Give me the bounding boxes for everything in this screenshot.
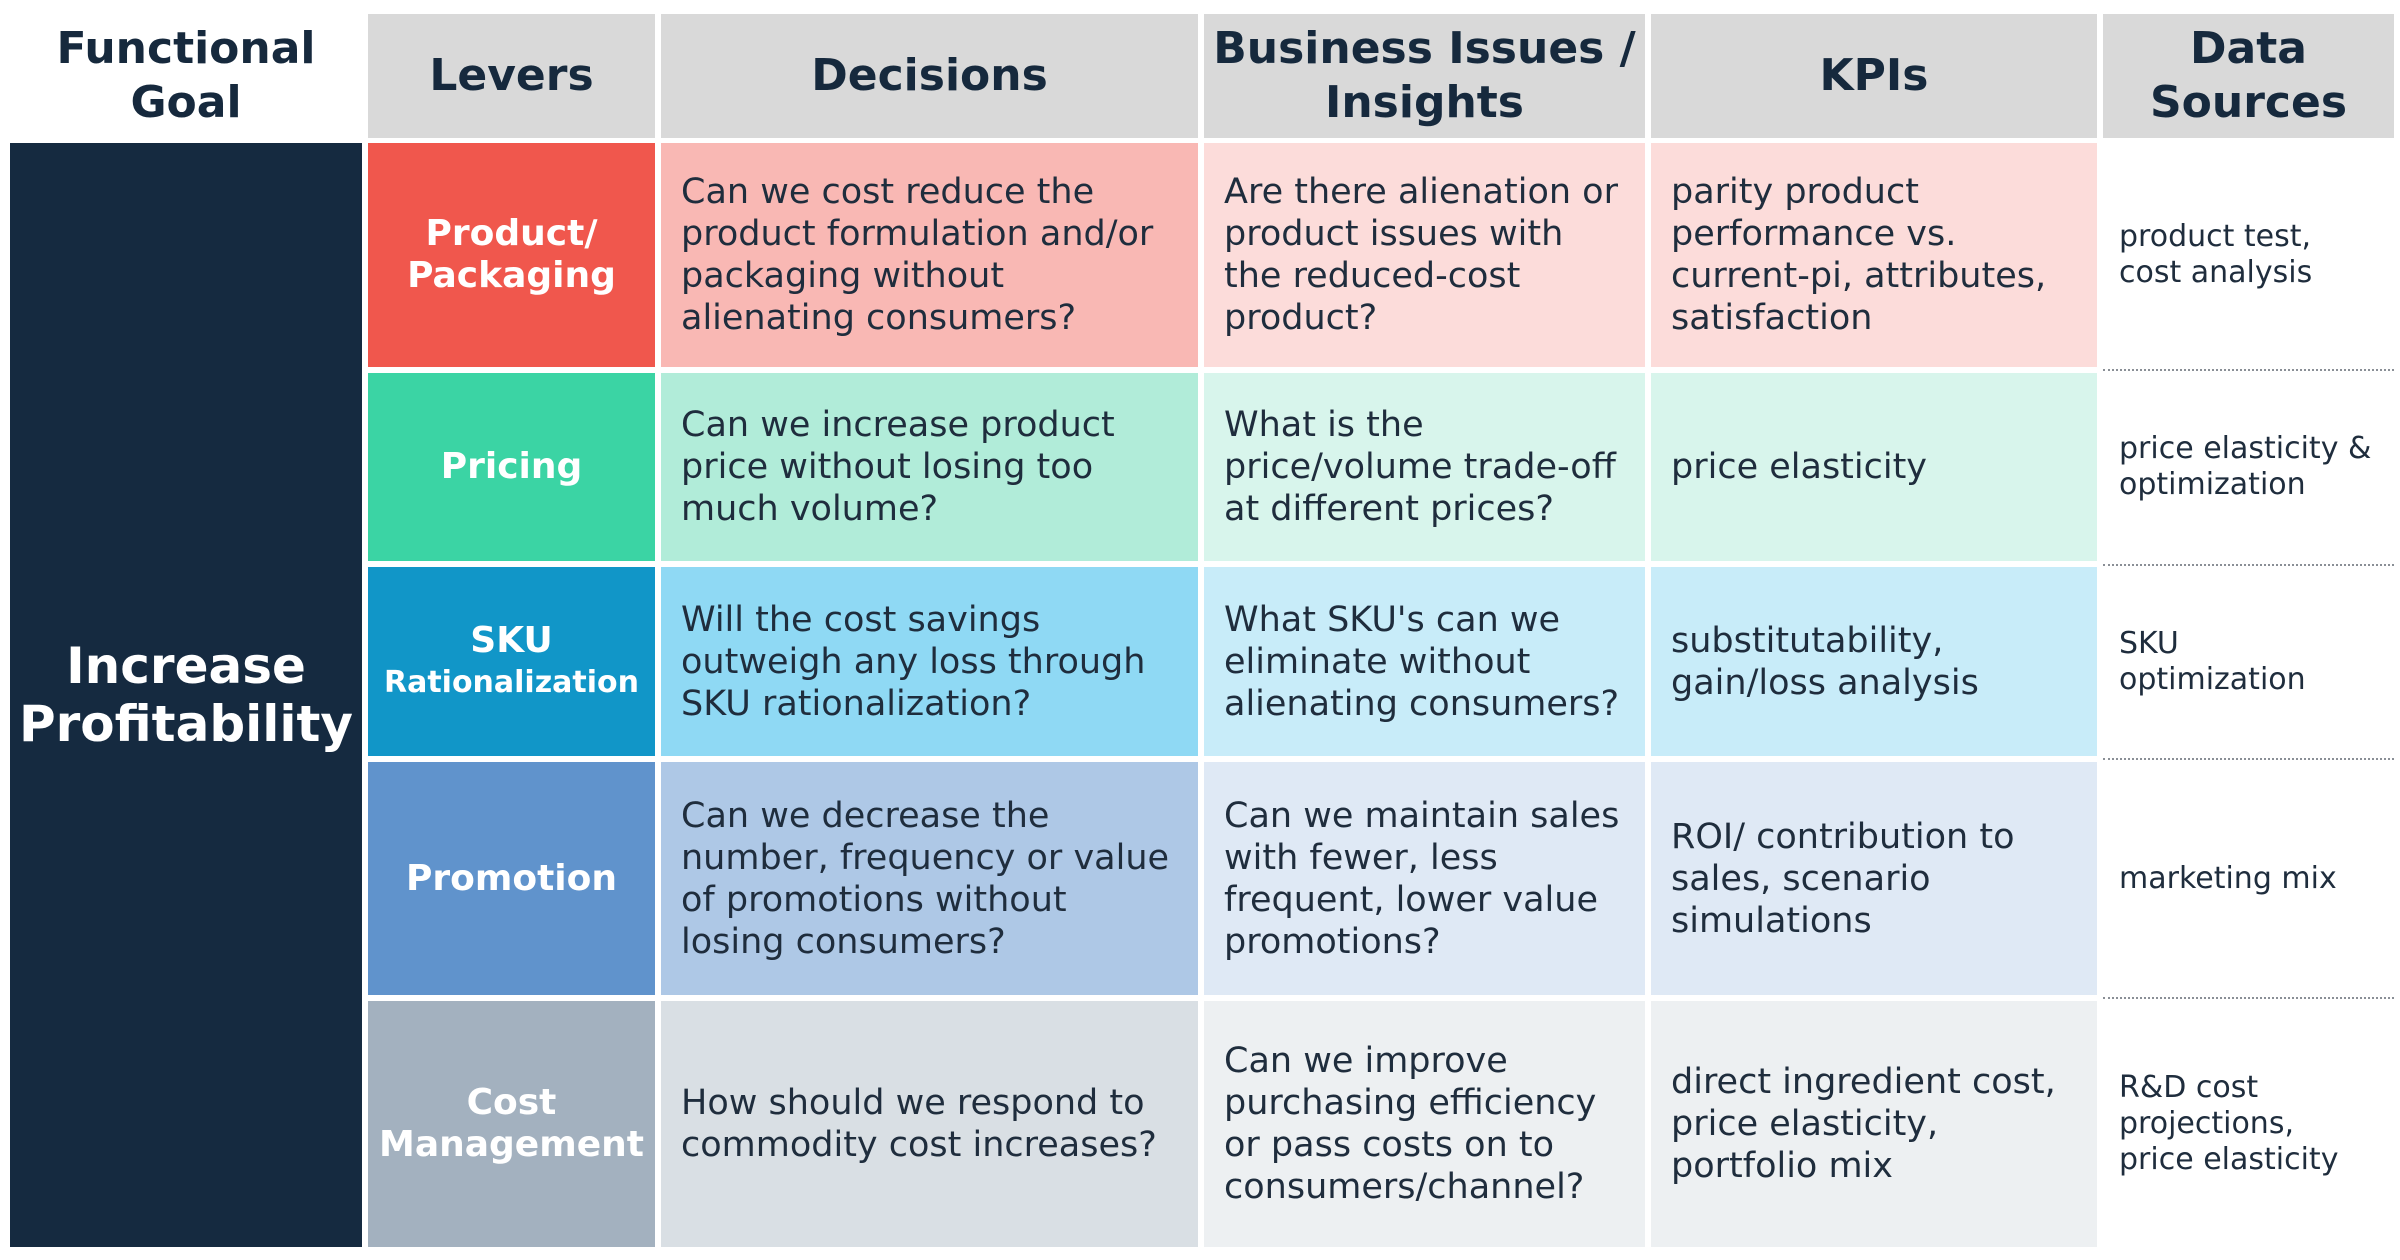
lever-label: Promotion: [405, 857, 618, 899]
decision-cell: Can we decrease the number, frequency or…: [661, 762, 1198, 995]
lever-label-line2: Rationalization: [383, 664, 640, 700]
kpi-text: substitutability, gain/loss analysis: [1671, 620, 1979, 703]
source-text: product test, cost analysis: [2119, 219, 2313, 290]
header-goal-line2: Goal: [130, 77, 242, 128]
source-text: price elasticity & optimization: [2119, 431, 2372, 502]
source-cell: price elasticity & optimization: [2103, 373, 2394, 561]
source-cell: product test, cost analysis: [2103, 143, 2343, 367]
decision-text: Can we increase product price without lo…: [681, 405, 1115, 529]
kpi-cell: parity product performance vs. current-p…: [1651, 143, 2097, 367]
decision-cell: Can we increase product price without lo…: [661, 373, 1198, 561]
decision-cell: How should we respond to commodity cost …: [661, 1001, 1198, 1247]
issue-text: Can we maintain sales with fewer, less f…: [1224, 795, 1620, 962]
issue-cell: What SKU's can we eliminate without alie…: [1204, 567, 1645, 756]
lever-promotion: Promotion: [368, 762, 655, 995]
lever-product-packaging: Product/ Packaging: [368, 143, 655, 367]
issue-cell: Are there alienation or product issues w…: [1204, 143, 1645, 367]
kpi-cell: ROI/ contribution to sales, scenario sim…: [1651, 762, 2097, 995]
issue-cell: Can we maintain sales with fewer, less f…: [1204, 762, 1645, 995]
source-divider: [2103, 564, 2394, 566]
issue-text: What is the price/volume trade-off at di…: [1224, 405, 1616, 529]
decision-cell: Can we cost reduce the product formulati…: [661, 143, 1198, 367]
header-issues-line1: Business Issues /: [1213, 23, 1636, 74]
header-decisions-label: Decisions: [811, 50, 1048, 101]
lever-label-line2: Management: [379, 1124, 644, 1165]
source-text: R&D cost projections, price elasticity: [2119, 1070, 2339, 1177]
header-issues-line2: Insights: [1324, 77, 1524, 128]
functional-goal-cell: Increase Profitability: [10, 143, 362, 1247]
header-sources-line1: Data: [2190, 23, 2307, 74]
kpi-cell: price elasticity: [1651, 373, 2097, 561]
lever-label-line1: SKU: [470, 619, 553, 661]
kpi-text: direct ingredient cost, price elasticity…: [1671, 1062, 2056, 1186]
goal-line1: Increase: [66, 637, 306, 695]
issue-cell: Can we improve purchasing efficiency or …: [1204, 1001, 1645, 1247]
lever-sku-rationalization: SKU Rationalization: [368, 567, 655, 756]
issue-text: What SKU's can we eliminate without alie…: [1224, 599, 1620, 724]
issue-text: Can we improve purchasing efficiency or …: [1224, 1041, 1597, 1207]
header-data-sources: Data Sources: [2103, 14, 2394, 138]
header-functional-goal: Functional Goal: [10, 14, 362, 138]
lever-cost-management: Cost Management: [368, 1001, 655, 1247]
source-cell: SKU optimization: [2103, 567, 2306, 756]
header-decisions: Decisions: [661, 14, 1198, 138]
source-text: SKU optimization: [2119, 625, 2306, 697]
decision-cell: Will the cost savings outweigh any loss …: [661, 567, 1198, 756]
issue-cell: What is the price/volume trade-off at di…: [1204, 373, 1645, 561]
header-business-issues: Business Issues / Insights: [1204, 14, 1645, 138]
source-cell: marketing mix: [2103, 762, 2394, 995]
source-cell: R&D cost projections, price elasticity: [2103, 1001, 2394, 1247]
source-divider: [2103, 997, 2394, 999]
kpi-text: price elasticity: [1671, 447, 1928, 487]
source-divider: [2103, 758, 2394, 760]
header-sources-line2: Sources: [2149, 77, 2348, 128]
decision-text: Will the cost savings outweigh any loss …: [681, 599, 1146, 724]
issue-text: Are there alienation or product issues w…: [1224, 172, 1618, 338]
decision-text: How should we respond to commodity cost …: [681, 1083, 1157, 1165]
lever-pricing: Pricing: [368, 373, 655, 561]
lever-label-line2: Packaging: [407, 255, 616, 296]
lever-label: Pricing: [440, 446, 583, 487]
lever-label-line1: Cost: [466, 1082, 557, 1123]
goal-line2: Profitability: [18, 695, 354, 753]
header-levers-label: Levers: [429, 50, 594, 101]
source-text: marketing mix: [2119, 860, 2337, 896]
header-goal-line1: Functional: [56, 23, 316, 74]
lever-label-line1: Product/: [425, 213, 598, 254]
kpi-text: ROI/ contribution to sales, scenario sim…: [1671, 816, 2015, 941]
kpi-cell: substitutability, gain/loss analysis: [1651, 567, 2097, 756]
decision-text: Can we cost reduce the product formulati…: [681, 172, 1154, 338]
header-kpis: KPIs: [1651, 14, 2097, 138]
decision-text: Can we decrease the number, frequency or…: [681, 795, 1170, 962]
kpi-cell: direct ingredient cost, price elasticity…: [1651, 1001, 2097, 1247]
kpi-text: parity product performance vs. current-p…: [1671, 172, 2047, 338]
header-kpis-label: KPIs: [1819, 50, 1929, 101]
source-divider: [2103, 369, 2394, 371]
header-levers: Levers: [368, 14, 655, 138]
